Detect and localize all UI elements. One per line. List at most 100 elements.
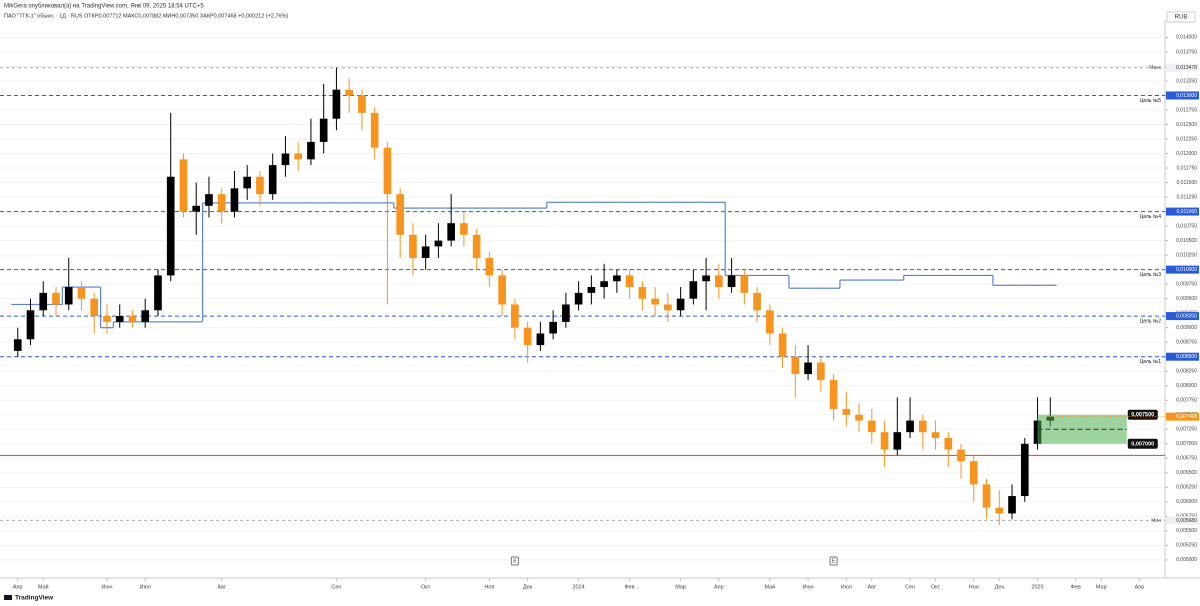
x-tick-label: Май	[38, 583, 49, 590]
candle-body	[842, 408, 851, 415]
candle-body	[205, 194, 213, 206]
candle-body	[829, 379, 838, 409]
candle-body	[256, 176, 264, 195]
target-label: 0,013000	[1176, 93, 1197, 99]
target-label-box	[1166, 312, 1199, 321]
y-tick-label: 0,007250	[1176, 427, 1197, 433]
candle-body	[1008, 496, 1016, 514]
candle-body	[1033, 420, 1042, 444]
candle-body	[727, 275, 736, 288]
candle-body	[281, 153, 290, 166]
zone-label-box	[1127, 438, 1158, 449]
candle-body	[982, 484, 991, 508]
last-price-label: 0,007468	[1176, 414, 1197, 420]
x-tick-label: Ноя	[484, 584, 494, 590]
candle-body	[957, 449, 965, 462]
candle-body	[345, 89, 353, 96]
x-tick-label: Июн	[101, 584, 112, 590]
target-label-box	[1166, 352, 1199, 361]
target-name: Цель №1	[1140, 359, 1162, 365]
target-label: 0,010000	[1176, 267, 1197, 273]
x-tick-label: Фев	[1071, 584, 1081, 590]
y-tick-label: 0,009500	[1176, 296, 1197, 302]
extreme-label-box	[1166, 516, 1199, 525]
x-tick-label: 2025	[1031, 584, 1043, 590]
y-tick-label: 0,012750	[1176, 107, 1197, 113]
candle-body	[867, 420, 876, 433]
last-price-box	[1166, 412, 1199, 421]
candle-body	[319, 118, 328, 142]
candle-body	[103, 316, 111, 322]
currency-box	[1166, 11, 1196, 23]
y-tick-label: 0,009750	[1176, 281, 1197, 287]
brand-logo	[4, 595, 12, 600]
zone-label: 0,007500	[1131, 412, 1154, 418]
candle-body	[715, 275, 723, 288]
target-label-box	[1166, 265, 1199, 274]
candle-body	[141, 310, 150, 322]
candle-body	[702, 275, 710, 282]
candle-body	[638, 287, 647, 299]
y-tick-label: 0,012500	[1176, 122, 1197, 128]
candle-body	[511, 304, 519, 328]
candle-body	[880, 432, 889, 450]
y-tick-label: 0,008750	[1176, 340, 1197, 346]
x-tick-label: Ноя	[969, 584, 979, 590]
candle-body	[753, 292, 761, 311]
x-tick-label: Фев	[625, 584, 635, 590]
candle-body	[294, 153, 303, 160]
candle-body	[766, 310, 774, 334]
y-tick-label: 0,010750	[1176, 223, 1197, 229]
x-tick-label: Авг	[217, 584, 226, 590]
candle-body	[460, 223, 468, 235]
extreme-label-box	[1166, 63, 1199, 72]
x-tick-label: Сен	[331, 584, 341, 590]
y-tick-label: 0,005500	[1176, 528, 1197, 534]
brand: TradingView	[15, 595, 54, 602]
candle-body	[128, 316, 137, 322]
target-label-box	[1166, 207, 1199, 216]
candle-body	[498, 275, 506, 305]
target-name: Цель №3	[1140, 272, 1162, 278]
symbol-line: ПАО "ТГК-1" обыкн. · 1Д · RUS ОТКР0,0077…	[4, 13, 288, 19]
event-marker	[829, 556, 838, 566]
candle-body	[421, 246, 430, 259]
candle-body	[969, 461, 978, 485]
candle-body	[396, 194, 404, 235]
x-tick-label: Июн	[803, 584, 814, 590]
target-label: 0,008500	[1176, 354, 1197, 360]
candle-body	[115, 316, 124, 322]
candle-body	[562, 304, 570, 322]
candle-body	[995, 507, 1004, 514]
candle-body	[817, 362, 825, 380]
candle-body	[944, 437, 953, 450]
candle-body	[52, 292, 60, 305]
zone-label-box	[1127, 409, 1158, 420]
target-name: Цель №4	[1140, 214, 1162, 220]
candle-body	[192, 205, 201, 212]
candle-body	[549, 321, 557, 334]
target-name: Цель №2	[1140, 318, 1162, 324]
candle-body	[64, 287, 73, 305]
candle-body	[217, 194, 226, 212]
x-tick-label: Июл	[140, 584, 151, 590]
currency: RUB	[1175, 15, 1188, 21]
y-tick-label: 0,013250	[1176, 78, 1197, 84]
candle-body	[90, 298, 99, 317]
candle-body	[77, 287, 86, 299]
candle-body	[154, 275, 162, 311]
candle-body	[587, 287, 596, 293]
candle-body	[893, 432, 902, 450]
candle-body	[166, 176, 175, 276]
x-tick-label: Мар	[1096, 584, 1107, 590]
extreme-name: Макс	[1149, 65, 1161, 71]
candle-body	[268, 165, 277, 195]
target-label: 0,011000	[1177, 209, 1198, 215]
x-tick-label: Окт	[421, 584, 431, 590]
y-tick-label: 0,005250	[1176, 543, 1197, 549]
candle-body	[918, 420, 927, 433]
y-tick-label: 0,006500	[1176, 470, 1197, 476]
y-tick-label: 0,008250	[1176, 369, 1197, 375]
candle-body	[778, 333, 787, 357]
